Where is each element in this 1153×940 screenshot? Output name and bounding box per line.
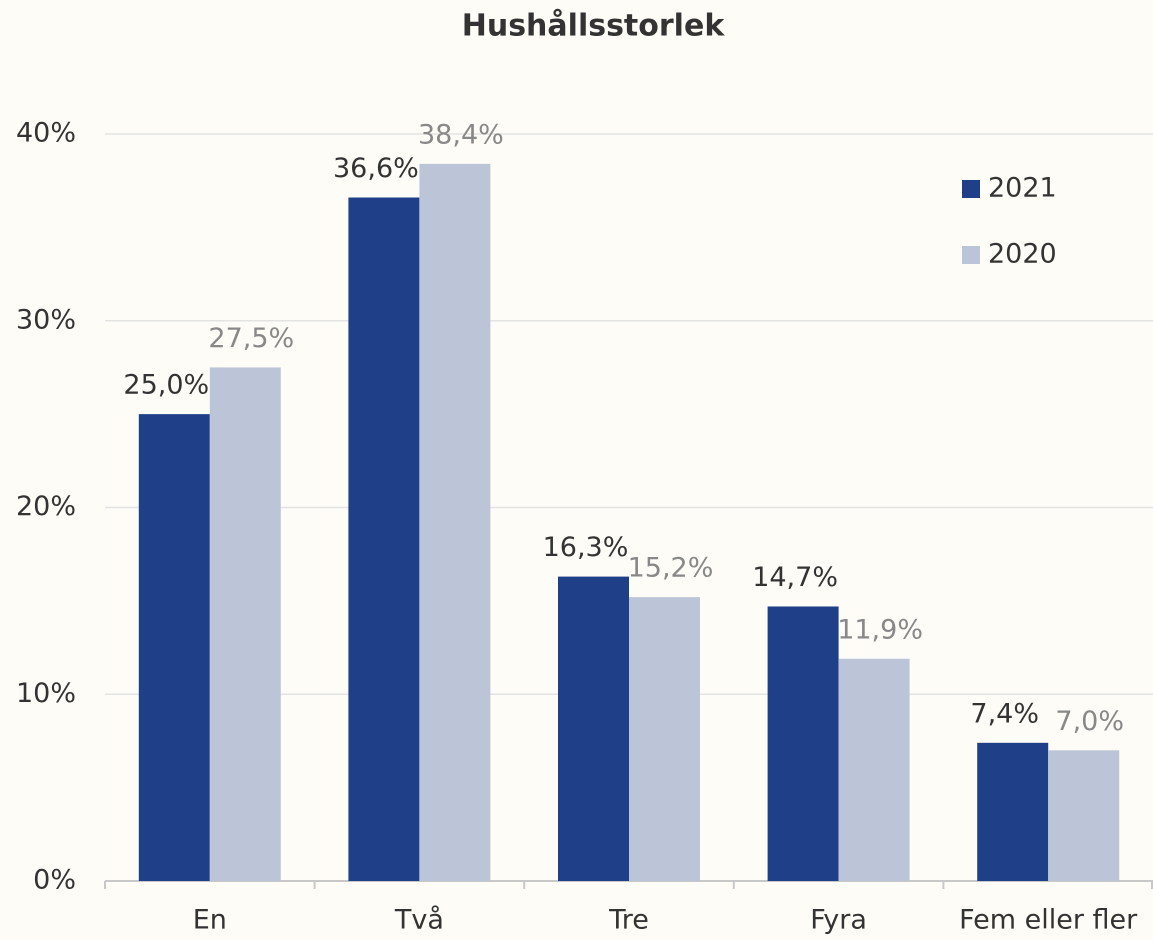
y-tick-label: 30% [16, 304, 76, 335]
data-label: 16,3% [543, 532, 629, 563]
chart-title: Hushållsstorlek [462, 8, 726, 44]
legend-swatch [962, 180, 980, 198]
x-tick-label: Tre [608, 905, 649, 936]
bar [348, 197, 420, 881]
data-label: 25,0% [123, 370, 209, 401]
y-tick-label: 20% [16, 491, 76, 522]
bar [1048, 750, 1120, 881]
legend-label: 2020 [988, 239, 1057, 270]
data-label: 14,7% [752, 562, 838, 593]
x-tick-label: Fem eller fler [959, 905, 1138, 936]
bar [629, 597, 700, 881]
x-tick-label: Fyra [810, 905, 867, 936]
bar [558, 576, 629, 881]
bar [977, 742, 1049, 881]
data-label: 27,5% [208, 323, 294, 354]
data-label: 15,2% [628, 553, 714, 584]
y-tick-label: 0% [33, 865, 76, 896]
bar [767, 606, 839, 881]
legend-label: 2021 [988, 173, 1057, 204]
y-tick-label: 10% [16, 678, 76, 709]
bar [838, 658, 910, 881]
bar [209, 367, 281, 881]
y-tick-label: 40% [16, 118, 76, 149]
data-label: 7,0% [1055, 706, 1124, 737]
data-label: 36,6% [333, 153, 419, 184]
data-label: 11,9% [837, 614, 923, 645]
legend-swatch [962, 246, 980, 264]
data-label: 38,4% [418, 119, 504, 150]
x-tick-label: Två [394, 905, 444, 936]
data-label: 7,4% [970, 698, 1039, 729]
bar [138, 414, 210, 881]
bar [419, 163, 491, 881]
x-tick-label: En [193, 905, 227, 936]
